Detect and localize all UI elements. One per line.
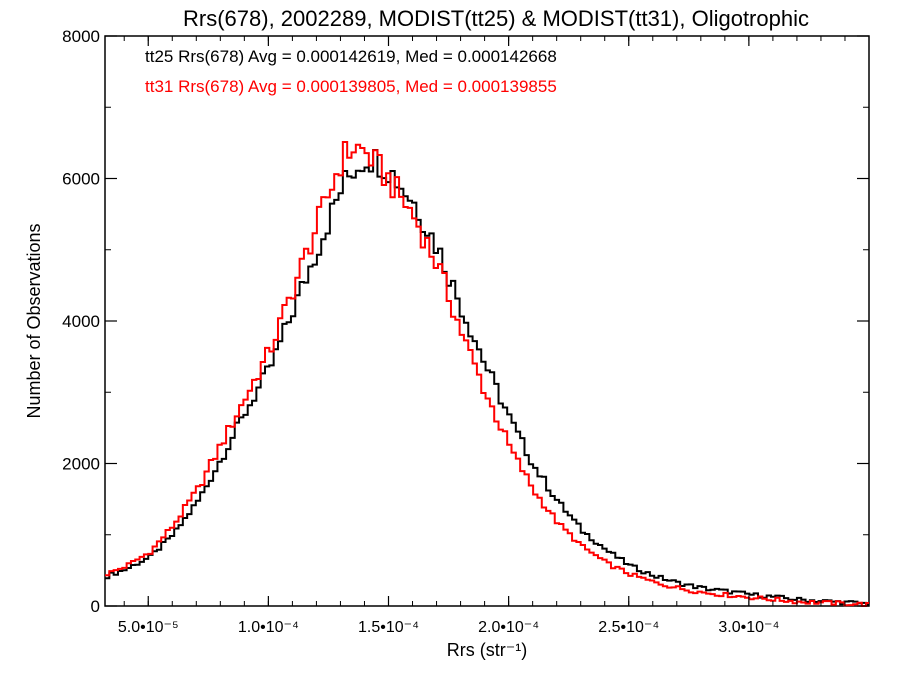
annotation-tt31: tt31 Rrs(678) Avg = 0.000139805, Med = 0… [145,77,557,96]
series-tt25-histogram [105,148,869,607]
chart-title: Rrs(678), 2002289, MODIST(tt25) & MODIST… [183,6,809,31]
x-tick-label: 2.5•10⁻⁴ [598,619,659,636]
annotation-tt25: tt25 Rrs(678) Avg = 0.000142619, Med = 0… [145,47,557,66]
x-tick-label: 1.0•10⁻⁴ [238,619,299,636]
plot-frame [104,35,870,607]
y-tick-label: 6000 [62,170,100,189]
ticks-layer: 5.0•10⁻⁵ 1.0•10⁻⁴ 1.5•10⁻⁴ 2.0•10⁻⁴ 2.5•10⁻⁴… [62,27,869,636]
series-tt31-histogram [105,141,869,607]
x-tick-label: 2.0•10⁻⁴ [478,619,539,636]
x-axis-label: Rrs (str⁻¹) [447,640,527,660]
series-layer [105,141,869,607]
plot-area: 5.0•10⁻⁵ 1.0•10⁻⁴ 1.5•10⁻⁴ 2.0•10⁻⁴ 2.5•10⁻⁴… [62,27,870,636]
y-tick-label: 4000 [62,312,100,331]
x-tick-label: 1.5•10⁻⁴ [358,619,419,636]
x-tick-label: 5.0•10⁻⁵ [118,619,179,636]
y-axis-label: Number of Observations [24,223,44,418]
x-tick-label: 3.0•10⁻⁴ [718,619,779,636]
y-tick-label: 2000 [62,455,100,474]
y-tick-label: 0 [91,597,100,616]
y-tick-label: 8000 [62,27,100,46]
